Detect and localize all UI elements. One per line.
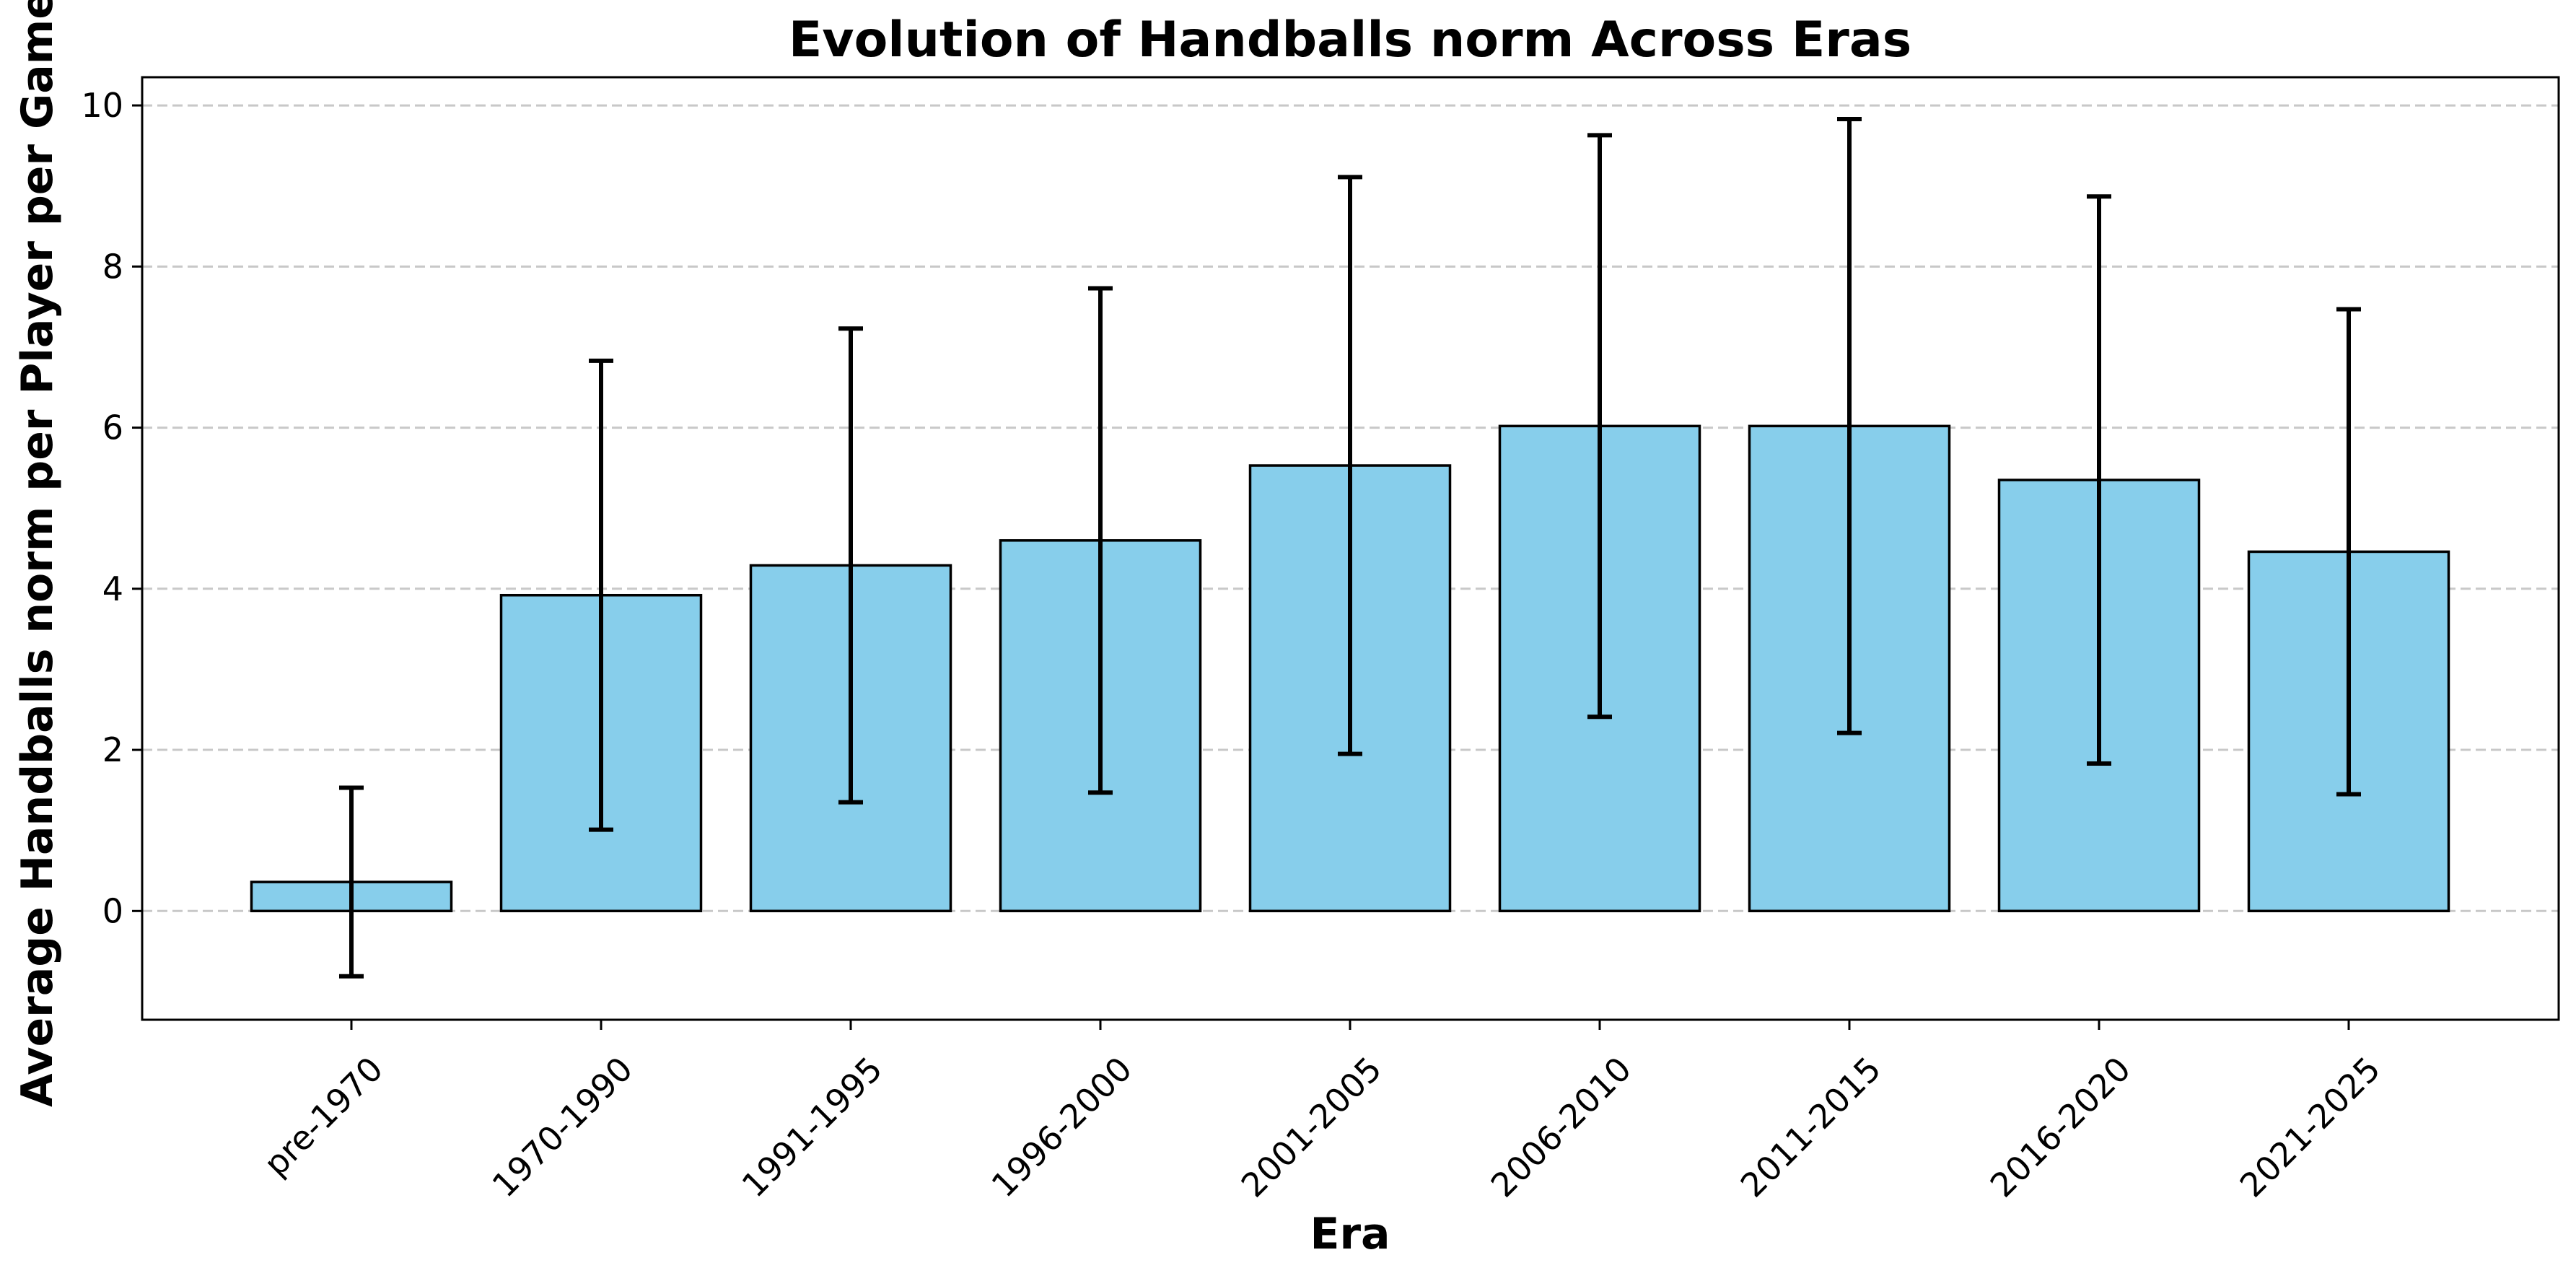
error-bars [339,117,2361,979]
y-tick-label: 10 [81,86,123,125]
y-tick-label: 2 [102,730,123,769]
y-axis-title: Average Handballs norm per Player per Ga… [12,0,63,1107]
x-tick-label: 2016-2020 [1983,1049,2138,1205]
x-tick-label: 1970-1990 [485,1049,640,1205]
x-tick-label: 2021-2025 [2233,1049,2388,1205]
y-tick-label: 4 [102,569,123,608]
x-axis-title: Era [1310,1209,1390,1259]
y-tick-label: 6 [102,408,123,447]
chart-title: Evolution of Handballs norm Across Eras [789,12,1911,69]
x-axis-ticks: pre-1970 1970-1990 1991-1995 1996-2000 2001-… [256,1020,2388,1205]
x-tick-label: 2011-2015 [1733,1049,1888,1205]
x-tick-label: 2001-2005 [1234,1049,1389,1205]
x-tick-label: 1991-1995 [735,1049,890,1205]
x-tick-label: 2006-2010 [1484,1049,1639,1205]
y-tick-label: 0 [102,891,123,930]
x-tick-label: 1996-2000 [984,1049,1139,1205]
y-axis-ticks: 0 2 4 6 8 10 [81,86,142,930]
y-tick-label: 8 [102,247,123,286]
x-tick-label: pre-1970 [256,1049,390,1184]
